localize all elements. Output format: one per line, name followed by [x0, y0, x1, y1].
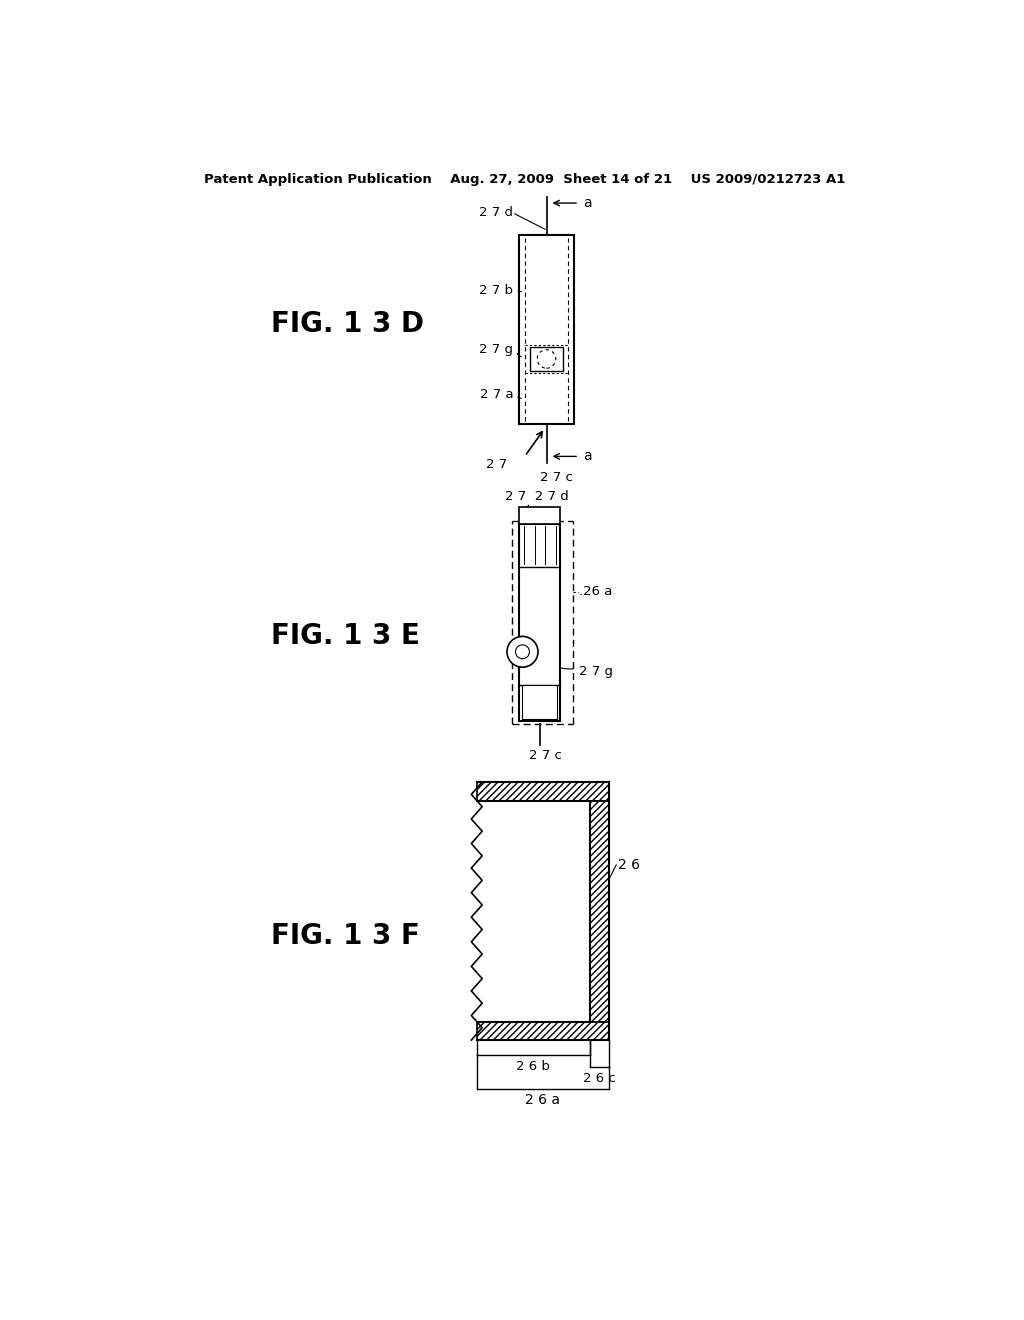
Text: 2 6: 2 6: [617, 858, 640, 873]
Text: 2 6 b: 2 6 b: [516, 1060, 550, 1073]
Text: 2 7 c: 2 7 c: [529, 750, 562, 763]
Bar: [519, 524, 560, 721]
Text: FIG. 1 3 D: FIG. 1 3 D: [271, 310, 424, 338]
Text: a: a: [583, 449, 592, 463]
Text: FIG. 1 3 E: FIG. 1 3 E: [271, 622, 420, 649]
Text: 2 7 d: 2 7 d: [479, 206, 513, 219]
Text: 2 6 a: 2 6 a: [525, 1093, 560, 1107]
Bar: [477, 1022, 608, 1040]
Text: 2 7 b: 2 7 b: [479, 284, 513, 297]
Text: a: a: [583, 197, 592, 210]
Text: .26 a: .26 a: [579, 585, 612, 598]
Text: Patent Application Publication    Aug. 27, 2009  Sheet 14 of 21    US 2009/02127: Patent Application Publication Aug. 27, …: [204, 173, 846, 186]
Text: FIG. 1 3 F: FIG. 1 3 F: [271, 923, 420, 950]
Bar: [477, 781, 608, 800]
Text: 2 7 c: 2 7 c: [541, 471, 573, 484]
Text: 2 7 g: 2 7 g: [479, 343, 513, 356]
Bar: [522, 685, 557, 719]
Text: 2 7: 2 7: [486, 458, 508, 471]
Text: 2 7 g: 2 7 g: [579, 664, 613, 677]
Bar: [530, 347, 563, 371]
Bar: [590, 800, 608, 1022]
Text: 2 7  2 7 d: 2 7 2 7 d: [506, 490, 569, 503]
Bar: [519, 507, 560, 524]
Bar: [477, 781, 608, 800]
Bar: [590, 800, 608, 1022]
Circle shape: [507, 636, 538, 667]
Bar: [519, 235, 573, 424]
Bar: [477, 1022, 608, 1040]
Text: 2 6 c: 2 6 c: [583, 1072, 615, 1085]
Text: 2 7 a: 2 7 a: [479, 388, 513, 401]
